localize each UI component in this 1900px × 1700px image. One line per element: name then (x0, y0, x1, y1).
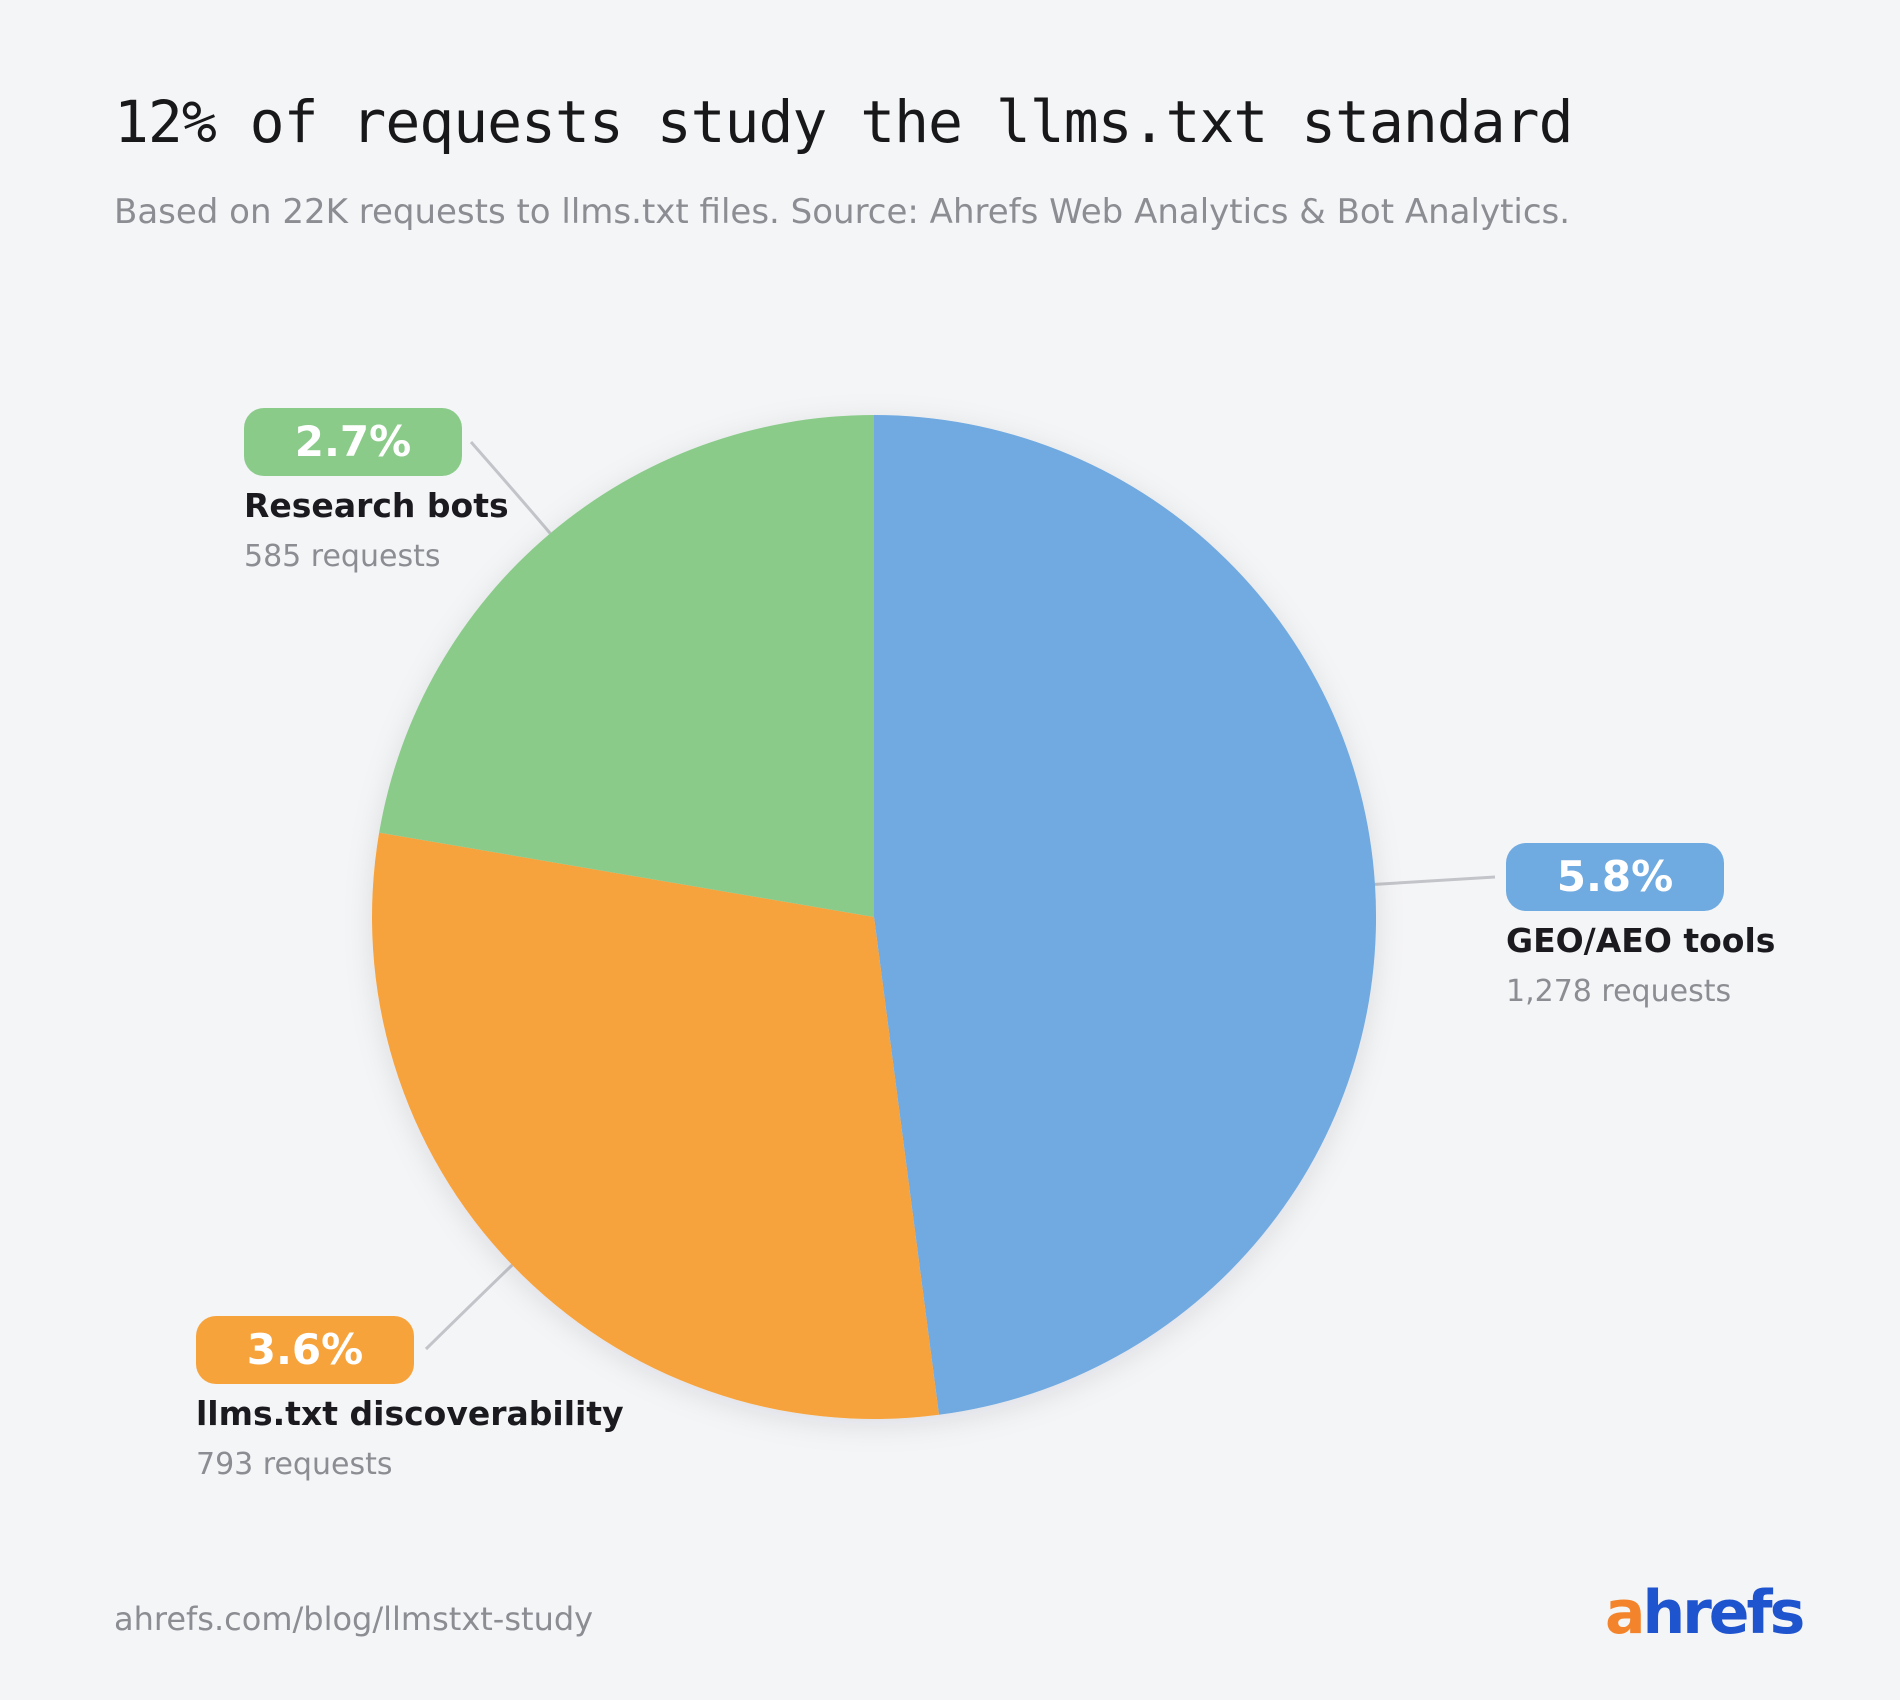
request-count: 585 requests (244, 539, 441, 574)
ahrefs-logo: ahrefs (1605, 1578, 1805, 1648)
source-url: ahrefs.com/blog/llmstxt-study (114, 1600, 594, 1638)
pie-slice-llms-txt-discoverability (371, 832, 939, 1420)
pie-slice-research-bots (379, 415, 874, 917)
connector-line (469, 441, 552, 535)
request-count: 1,278 requests (1506, 974, 1732, 1009)
request-count: 793 requests (196, 1447, 393, 1482)
percent-badge: 5.8% (1506, 843, 1724, 911)
chart-title: 12% of requests study the llms.txt stand… (114, 88, 1574, 156)
slice-label-research-bots: 2.7% Research bots 585 requests (244, 408, 509, 574)
category-name: Research bots (244, 486, 509, 525)
pie-slices (371, 415, 1377, 1420)
pie-slice-geo-aeo-tools (874, 415, 1377, 1415)
connector-line (424, 1263, 514, 1351)
slice-label-geo-aeo-tools: 5.8% GEO/AEO tools 1,278 requests (1506, 843, 1775, 1009)
connector-lines (424, 441, 1496, 1351)
chart-subtitle: Based on 22K requests to llms.txt files.… (114, 192, 1571, 232)
percent-badge: 3.6% (196, 1316, 414, 1384)
percent-badge: 2.7% (244, 408, 462, 476)
connector-line (1374, 875, 1496, 886)
category-name: GEO/AEO tools (1506, 921, 1776, 960)
slice-label-llms-txt-discoverability: 3.6% llms.txt discoverability 793 reques… (196, 1316, 624, 1482)
category-name: llms.txt discoverability (196, 1394, 624, 1433)
